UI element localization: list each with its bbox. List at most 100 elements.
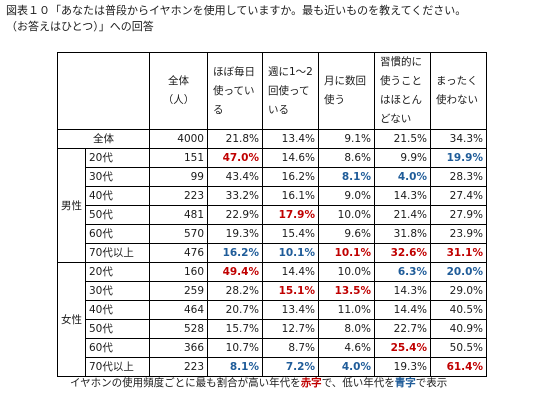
value-cell: 8.1% <box>318 167 375 187</box>
value-cell: 19.9% <box>430 148 487 168</box>
table-row: 60代 366 10.7% 8.7% 4.6% 25.4% 50.5% <box>58 338 487 358</box>
value-cell: 10.0% <box>318 262 375 282</box>
value-cell: 20.0% <box>430 262 487 282</box>
figure-title-line2: （お答えはひとつ）」への回答 <box>6 20 154 33</box>
value-cell: 8.6% <box>318 148 375 168</box>
value-cell: 8.1% <box>207 357 263 377</box>
value-cell: 50.5% <box>430 338 487 358</box>
value-cell: 22.9% <box>207 205 263 225</box>
value-cell: 9.0% <box>318 186 375 206</box>
gender-group-label: 女性 <box>57 262 86 377</box>
column-header: 習慣的に 使うこと はほとん どない <box>374 52 431 130</box>
value-cell: 13.4% <box>262 300 319 320</box>
value-cell: 20.7% <box>207 300 263 320</box>
total-cell: 21.5% <box>374 129 431 149</box>
value-cell: 151 <box>149 148 208 168</box>
value-cell: 27.9% <box>430 205 487 225</box>
survey-results-table: 全体 （人） ほぼ毎日 使っている 週に1～2 回使って いる 月に数回 使う 習慣的に使… <box>57 52 487 377</box>
value-cell: 4.6% <box>318 338 375 358</box>
table-row: 女性 20代 160 49.4% 14.4% 10.0% 6.3% 20.0% <box>57 262 487 377</box>
age-group-label: 20代 <box>85 262 150 282</box>
age-group-label: 30代 <box>85 167 150 187</box>
value-cell: 15.7% <box>207 319 263 339</box>
age-group-label: 40代 <box>85 186 150 206</box>
table-body: 全体 （人） ほぼ毎日 使っている 週に1～2 回使って いる 月に数回 使う 習慣的に使… <box>57 52 487 377</box>
table-row: 30代 259 28.2% 15.1% 13.5% 14.3% 29.0% <box>58 281 487 301</box>
total-row-label: 全体 <box>57 129 150 149</box>
value-cell: 14.3% <box>374 281 431 301</box>
value-cell: 8.7% <box>262 338 319 358</box>
total-row: 全体 4000 21.8% 13.4% 9.1% 21.5% 34.3% <box>57 129 487 149</box>
age-group-label: 20代 <box>85 148 150 168</box>
value-cell: 10.7% <box>207 338 263 358</box>
value-cell: 13.5% <box>318 281 375 301</box>
value-cell: 22.7% <box>374 319 431 339</box>
column-header: まったく 使わない <box>430 52 487 130</box>
value-cell: 23.9% <box>430 224 487 244</box>
value-cell: 528 <box>149 319 208 339</box>
note-text-3: で表示 <box>415 377 448 389</box>
value-cell: 4.0% <box>374 167 431 187</box>
note-text-1: イヤホンの使用頻度ごとに最も割合が高い年代を <box>70 377 301 389</box>
age-group-label: 50代 <box>85 319 150 339</box>
value-cell: 6.3% <box>374 262 431 282</box>
value-cell: 259 <box>149 281 208 301</box>
value-cell: 49.4% <box>207 262 263 282</box>
value-cell: 17.9% <box>262 205 319 225</box>
age-group-label: 60代 <box>85 224 150 244</box>
header-row: 全体 （人） ほぼ毎日 使っている 週に1～2 回使って いる 月に数回 使う 習慣的に使… <box>57 52 487 130</box>
value-cell: 25.4% <box>374 338 431 358</box>
age-group-label: 60代 <box>85 338 150 358</box>
age-group-label: 70代以上 <box>85 243 150 263</box>
value-cell: 223 <box>149 186 208 206</box>
value-cell: 10.1% <box>262 243 319 263</box>
value-cell: 464 <box>149 300 208 320</box>
legend-note: イヤホンの使用頻度ごとに最も割合が高い年代を赤字で、低い年代を青字で表示 <box>70 376 447 390</box>
total-cell: 13.4% <box>262 129 319 149</box>
total-cell: 21.8% <box>207 129 263 149</box>
value-cell: 9.6% <box>318 224 375 244</box>
table-row: 50代 528 15.7% 12.7% 8.0% 22.7% 40.9% <box>58 319 487 339</box>
total-cell: 34.3% <box>430 129 487 149</box>
value-cell: 12.7% <box>262 319 319 339</box>
value-cell: 61.4% <box>430 357 487 377</box>
column-header: 全体 （人） <box>149 52 208 130</box>
value-cell: 14.3% <box>374 186 431 206</box>
column-header: 週に1～2 回使って いる <box>262 52 319 130</box>
figure-title-line1: 図表１０「あなたは普段からイヤホンを使用していますか。最も近いものを教えてくださ… <box>6 4 467 17</box>
age-group-label: 70代以上 <box>85 357 150 377</box>
table-row: 70代以上 476 16.2% 10.1% 10.1% 32.6% 31.1% <box>58 243 487 263</box>
value-cell: 19.3% <box>374 357 431 377</box>
value-cell: 481 <box>149 205 208 225</box>
table-row: 60代 570 19.3% 15.4% 9.6% 31.8% 23.9% <box>58 224 487 244</box>
value-cell: 366 <box>149 338 208 358</box>
column-header: 月に数回 使う <box>318 52 375 130</box>
value-cell: 43.4% <box>207 167 263 187</box>
value-cell: 14.4% <box>262 262 319 282</box>
table-row: 40代 223 33.2% 16.1% 9.0% 14.3% 27.4% <box>58 186 487 206</box>
value-cell: 40.5% <box>430 300 487 320</box>
value-cell: 9.9% <box>374 148 431 168</box>
column-header: ほぼ毎日 使っている <box>207 52 263 130</box>
value-cell: 10.0% <box>318 205 375 225</box>
age-group-label: 40代 <box>85 300 150 320</box>
header-blank-cell <box>57 52 150 130</box>
value-cell: 19.3% <box>207 224 263 244</box>
note-red-word: 赤字 <box>300 377 322 389</box>
value-cell: 32.6% <box>374 243 431 263</box>
value-cell: 223 <box>149 357 208 377</box>
note-blue-word: 青字 <box>394 377 416 389</box>
table-row: 50代 481 22.9% 17.9% 10.0% 21.4% 27.9% <box>58 205 487 225</box>
value-cell: 28.2% <box>207 281 263 301</box>
value-cell: 11.0% <box>318 300 375 320</box>
age-group-label: 30代 <box>85 281 150 301</box>
value-cell: 14.4% <box>374 300 431 320</box>
total-cell: 4000 <box>149 129 208 149</box>
value-cell: 10.1% <box>318 243 375 263</box>
value-cell: 16.2% <box>262 167 319 187</box>
total-cell: 9.1% <box>318 129 375 149</box>
gender-group-label: 男性 <box>57 148 86 263</box>
value-cell: 160 <box>149 262 208 282</box>
value-cell: 33.2% <box>207 186 263 206</box>
value-cell: 15.4% <box>262 224 319 244</box>
